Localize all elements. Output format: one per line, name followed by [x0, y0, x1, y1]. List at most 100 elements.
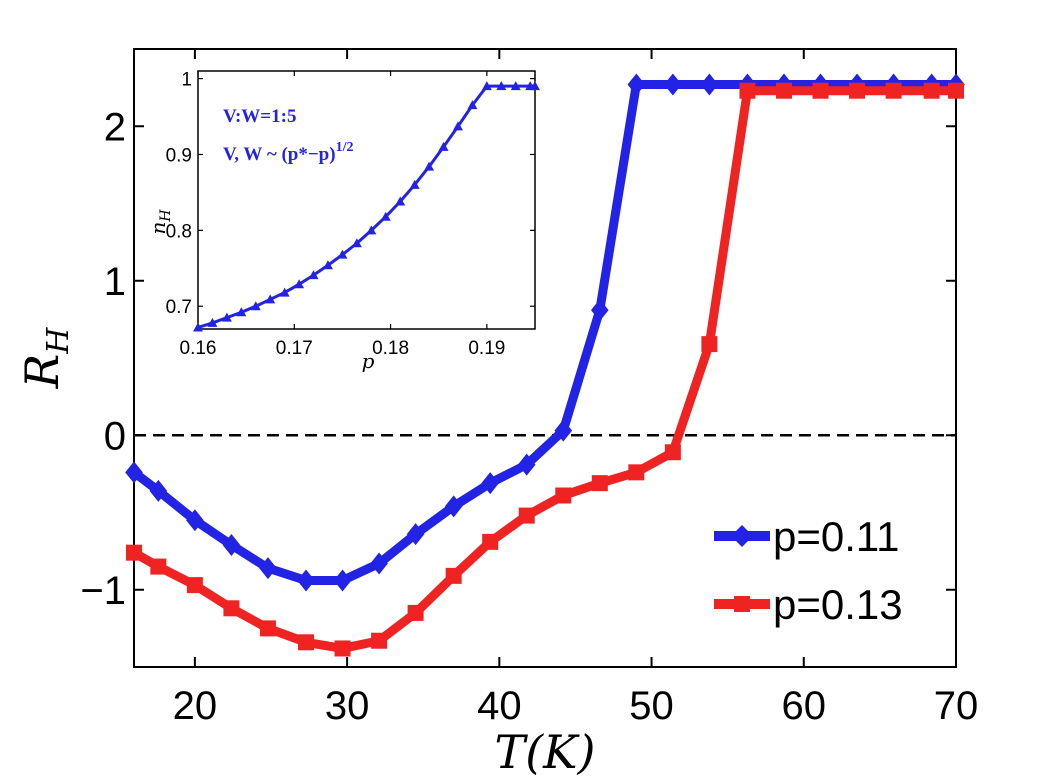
data-point-p013 — [223, 600, 240, 617]
data-point-p013 — [849, 82, 866, 99]
data-point-p013 — [371, 632, 388, 649]
data-point-p011 — [664, 73, 682, 96]
data-point-p013 — [948, 82, 964, 99]
main-tick-labels: 20 30 40 50 60 70 −1 0 1 2 — [80, 105, 978, 728]
inset-tick-labels: 0.16 0.17 0.18 0.19 0.7 0.8 0.9 1 — [166, 70, 506, 359]
inset-data-point — [207, 317, 218, 327]
inset-x-tick-label: 0.19 — [468, 338, 505, 359]
inset-annotation-scaling-exponent: 1/2 — [336, 140, 354, 155]
x-tick-label: 50 — [629, 684, 674, 728]
y-axis-symbol: R — [15, 354, 69, 390]
inset-y-tick-label: 0.7 — [166, 297, 192, 318]
inset-data-point — [395, 196, 406, 206]
data-point-p011 — [149, 479, 168, 502]
x-axis-label: T(K) — [495, 725, 596, 776]
data-point-p013 — [812, 82, 829, 99]
data-point-p011 — [517, 453, 536, 476]
data-point-p013 — [186, 577, 203, 594]
inset-y-tick-label: 0.9 — [166, 145, 192, 166]
data-point-p013 — [298, 634, 315, 651]
legend-marker-p011 — [731, 525, 753, 547]
inset-data-point — [380, 211, 391, 221]
data-point-p013 — [150, 558, 167, 575]
y-tick-label: −1 — [80, 569, 126, 613]
data-point-p013 — [923, 82, 940, 99]
data-point-p011 — [297, 569, 315, 592]
inset-y-axis-symbol: n — [146, 222, 170, 235]
data-point-p013 — [482, 533, 499, 550]
data-point-p011 — [481, 472, 499, 495]
inset-data-point — [221, 312, 232, 322]
x-axis-unit: (K) — [525, 725, 595, 776]
inset-data-point — [467, 100, 478, 110]
inset-data-point — [322, 260, 333, 270]
data-point-p011 — [333, 569, 352, 592]
main-series-group — [125, 73, 965, 657]
data-point-p011 — [554, 419, 573, 442]
inset-data-point — [351, 238, 362, 248]
inset-y-axis-label: nH — [146, 209, 174, 235]
data-point-p013 — [739, 82, 756, 99]
data-point-p011 — [627, 73, 646, 96]
main-tick-marks — [134, 49, 957, 667]
inset-y-tick-label: 0.8 — [166, 221, 192, 242]
data-point-p013 — [885, 82, 902, 99]
data-point-p013 — [591, 475, 608, 492]
inset-data-point — [236, 307, 247, 317]
data-point-p013 — [126, 544, 142, 561]
data-point-p013 — [555, 487, 572, 504]
inset-data-point — [294, 279, 305, 289]
inset-data-point — [250, 301, 261, 311]
data-point-p011 — [370, 552, 388, 575]
inset-y-tick-label: 1 — [181, 70, 192, 91]
x-tick-label: 30 — [325, 684, 370, 728]
data-point-p013 — [445, 567, 462, 584]
inset-data-point — [366, 225, 377, 235]
y-tick-label: 0 — [104, 414, 126, 458]
data-point-p011 — [125, 461, 143, 484]
inset-series-group — [193, 81, 540, 332]
inset-data-point — [530, 81, 540, 91]
inset-data-point — [424, 161, 435, 171]
x-tick-label: 60 — [782, 684, 827, 728]
y-tick-label: 1 — [104, 260, 126, 304]
data-point-p013 — [407, 604, 424, 621]
data-point-p013 — [775, 82, 792, 99]
inset-data-point — [481, 81, 492, 91]
y-axis-label: RH — [15, 327, 76, 390]
inset-x-tick-label: 0.17 — [276, 338, 313, 359]
inset-annotation-ratio: V:W=1:5 — [223, 106, 296, 127]
inset-data-point — [265, 294, 276, 304]
inset-annotation-scaling: V, W ~ (p*−p)1/2 — [223, 140, 353, 165]
legend-label-p011: p=0.11 — [773, 513, 900, 560]
inset-data-point — [409, 179, 420, 189]
inset-data-point — [308, 270, 319, 280]
inset-annotation-scaling-base: V, W ~ (p*−p) — [223, 144, 336, 165]
data-point-p011 — [444, 495, 463, 518]
data-point-p011 — [406, 523, 425, 546]
inset-data-point — [193, 322, 203, 332]
x-tick-label: 20 — [173, 684, 218, 728]
inset-data-point — [496, 81, 507, 91]
inset-data-point — [438, 141, 449, 151]
data-point-p013 — [664, 444, 681, 461]
legend-label-p013: p=0.13 — [773, 581, 903, 628]
data-point-p011 — [700, 73, 719, 96]
data-point-p011 — [222, 533, 241, 556]
data-point-p013 — [259, 620, 276, 637]
inset-x-axis-label: p — [362, 349, 375, 373]
inset-x-tick-label: 0.16 — [180, 338, 217, 359]
y-tick-label: 2 — [104, 105, 126, 149]
y-axis-subscript: H — [41, 327, 76, 355]
inset-plot-area — [197, 70, 536, 330]
data-point-p013 — [334, 640, 351, 657]
data-point-p013 — [701, 336, 718, 353]
inset-y-axis-subscript: H — [158, 209, 174, 223]
inset-data-point — [279, 287, 290, 297]
inset-data-point — [337, 249, 348, 259]
data-point-p011 — [259, 557, 277, 580]
data-point-p011 — [591, 299, 609, 322]
data-point-p013 — [518, 507, 535, 524]
inset-data-point — [452, 121, 463, 131]
data-point-p013 — [628, 464, 645, 481]
